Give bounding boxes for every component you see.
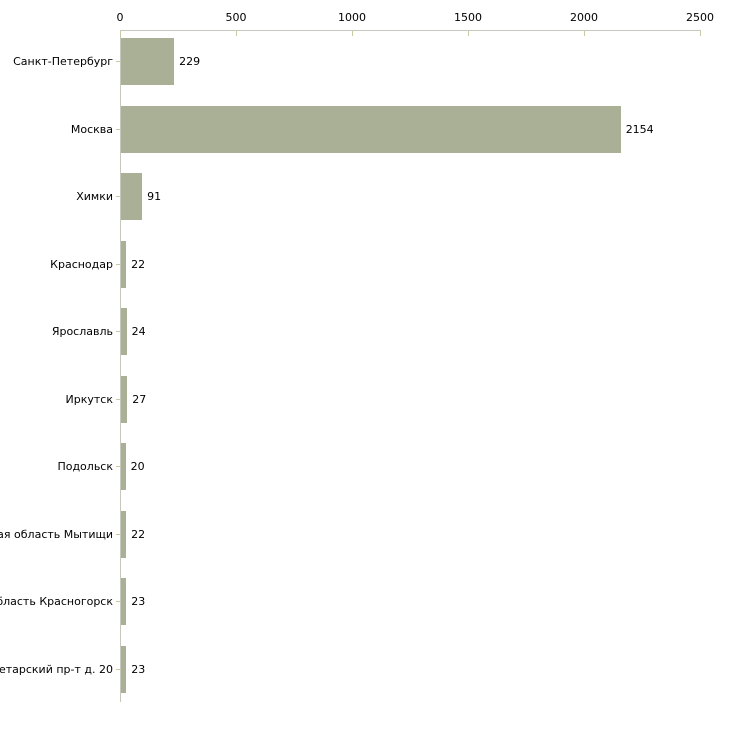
x-axis-tick-label: 2000: [570, 11, 598, 24]
x-axis-tick-mark-icon: [236, 31, 237, 36]
bar: [121, 510, 127, 558]
bar-row: Ярославль 24: [0, 298, 730, 366]
value-label: 20: [130, 460, 145, 474]
category-tick-mark-icon: [116, 466, 120, 468]
category-label: Химки: [76, 190, 113, 204]
category-tick-mark-icon: [116, 601, 120, 603]
x-axis-tick-mark-icon: [468, 31, 469, 36]
category-label: Москва: [70, 122, 113, 136]
bar-row: Москва 2154: [0, 96, 730, 164]
category-tick-mark-icon: [116, 263, 120, 265]
bar-row: Краснодар 22: [0, 231, 730, 299]
value-label: 23: [131, 662, 146, 676]
bar: [121, 173, 143, 221]
bar: [121, 38, 175, 86]
bar: [121, 375, 128, 423]
category-tick-mark-icon: [116, 533, 120, 535]
value-label: 22: [131, 527, 146, 541]
category-label: Ярославль: [51, 325, 113, 339]
category-label: Иркутск: [65, 392, 113, 406]
value-label: 23: [131, 595, 146, 609]
category-label: Подольск: [57, 460, 113, 474]
x-axis-tick-label: 1500: [454, 11, 482, 24]
x-axis-tick-label: 1000: [338, 11, 366, 24]
bar-row: летарский пр-т д. 20 23: [0, 636, 730, 704]
bar-row: Санкт-Петербург 229: [0, 28, 730, 96]
value-label: 229: [179, 55, 201, 69]
value-label: 91: [147, 190, 162, 204]
category-label: Санкт-Петербург: [13, 55, 113, 69]
bar-row: Иркутск 27: [0, 366, 730, 434]
category-tick-mark-icon: [116, 61, 120, 63]
category-tick-mark-icon: [116, 668, 120, 670]
category-label: область Красногорск: [0, 595, 113, 609]
bar: [121, 645, 127, 693]
category-label: кая область Мытищи: [0, 527, 113, 541]
x-axis-tick-label: 2500: [686, 11, 714, 24]
bar-row: Химки 91: [0, 163, 730, 231]
category-tick-mark-icon: [116, 398, 120, 400]
value-label: 22: [131, 257, 146, 271]
bar: [121, 308, 127, 356]
x-axis-tick-mark-icon: [700, 31, 701, 36]
value-label: 2154: [625, 122, 654, 136]
category-tick-mark-icon: [116, 128, 120, 130]
plot-area: Санкт-Петербург 229 Москва 2154 Химки 91 Красн…: [0, 28, 730, 703]
x-axis-tick-mark-icon: [584, 31, 585, 36]
x-axis-line: [120, 30, 701, 31]
bar: [121, 105, 621, 153]
bar: [121, 443, 126, 491]
category-label: Краснодар: [50, 257, 113, 271]
bar: [121, 240, 127, 288]
category-tick-mark-icon: [116, 331, 120, 333]
y-axis-line: [120, 30, 121, 702]
value-label: 27: [132, 392, 147, 406]
bar-row: кая область Мытищи 22: [0, 501, 730, 569]
category-tick-mark-icon: [116, 196, 120, 198]
category-label: летарский пр-т д. 20: [0, 662, 113, 676]
x-axis-tick-mark-icon: [352, 31, 353, 36]
x-axis-tick-label: 500: [225, 11, 247, 24]
bar: [121, 578, 127, 626]
value-label: 24: [131, 325, 146, 339]
bar-row: Подольск 20: [0, 433, 730, 501]
x-axis-tick-label: 0: [116, 11, 124, 24]
bar-row: область Красногорск 23: [0, 568, 730, 636]
x-axis-tick-mark-icon: [120, 31, 121, 36]
